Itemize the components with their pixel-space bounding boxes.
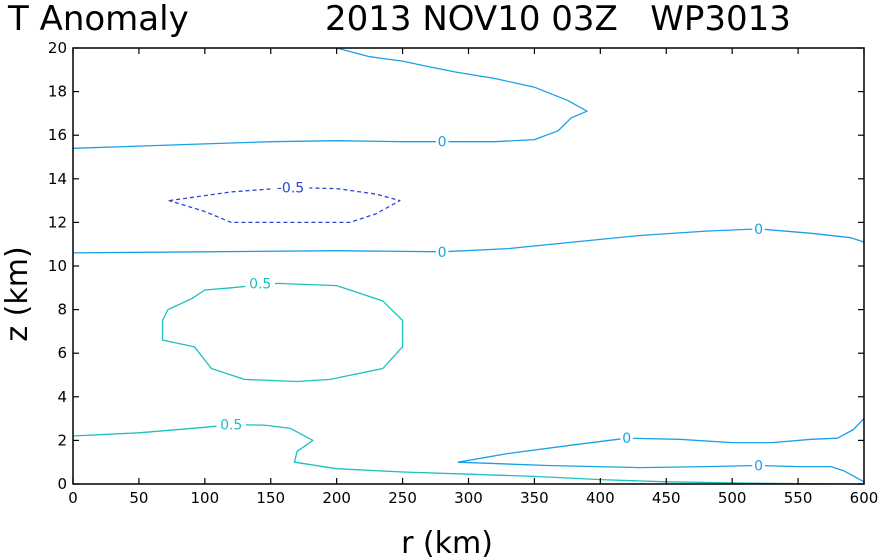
chart-title-right: 2013 NOV10 03Z WP3013 bbox=[325, 0, 791, 39]
y-tick-label: 6 bbox=[57, 344, 67, 362]
y-tick-label: 4 bbox=[57, 388, 67, 406]
pos-contour-middle bbox=[161, 282, 404, 383]
y-axis-label: z (km) bbox=[0, 246, 35, 341]
y-tick-label: 2 bbox=[57, 431, 67, 449]
x-tick-label: 450 bbox=[652, 489, 681, 507]
plot-frame bbox=[72, 47, 865, 485]
zero-contour-upper bbox=[72, 47, 588, 149]
contour-label: 0.5 bbox=[249, 276, 271, 292]
x-tick-label: 50 bbox=[129, 489, 148, 507]
contour-label-bg bbox=[752, 457, 765, 474]
contour-label: 0 bbox=[754, 458, 763, 474]
chart-title-left: T Anomaly bbox=[7, 0, 189, 39]
contour-label-bg bbox=[271, 179, 310, 196]
x-tick-label: 150 bbox=[256, 489, 285, 507]
contour-layer: 0 0 0 0 0 -0.5 0.5 0.5 bbox=[72, 47, 865, 485]
x-tick-label: 500 bbox=[718, 489, 747, 507]
contour-label-bg bbox=[435, 133, 449, 150]
x-tick-label: 550 bbox=[784, 489, 813, 507]
x-tick-label: 100 bbox=[191, 489, 220, 507]
contour-label-bg bbox=[620, 430, 633, 447]
y-tick-label: 10 bbox=[48, 257, 67, 275]
contour-label: 0 bbox=[754, 222, 763, 238]
contour-label: 0.5 bbox=[220, 418, 242, 434]
y-tick-label: 16 bbox=[48, 126, 67, 144]
zero-contour-middle bbox=[72, 228, 865, 254]
x-tick-label: 200 bbox=[322, 489, 351, 507]
x-tick-label: 350 bbox=[520, 489, 549, 507]
x-tick-label: 400 bbox=[586, 489, 615, 507]
y-tick-label: 12 bbox=[48, 213, 67, 231]
contour-label: 0 bbox=[438, 135, 447, 151]
y-tick-label: 20 bbox=[48, 39, 67, 57]
pos-contour-lower bbox=[72, 424, 865, 485]
y-tick-label: 8 bbox=[57, 301, 67, 319]
x-tick-label: 300 bbox=[454, 489, 483, 507]
contour-label: 0 bbox=[438, 245, 447, 261]
x-tick-label: 0 bbox=[68, 489, 78, 507]
contour-label-bg bbox=[216, 416, 246, 433]
contour-label: 0 bbox=[622, 431, 631, 447]
y-tick-label: 18 bbox=[48, 83, 67, 101]
x-axis-label: r (km) bbox=[401, 526, 493, 559]
y-tick-label: 0 bbox=[57, 475, 67, 493]
axes-layer: 0 50 100 150 200 250 300 350 400 450 500 550 6000246… bbox=[48, 39, 878, 507]
contour-label-bg bbox=[435, 243, 449, 260]
x-tick-label: 600 bbox=[850, 489, 879, 507]
contour-label-bg bbox=[752, 220, 765, 237]
zero-contour-lower bbox=[457, 418, 865, 483]
x-tick-label: 250 bbox=[388, 489, 417, 507]
contour-label: -0.5 bbox=[277, 181, 304, 197]
y-tick-label: 14 bbox=[48, 170, 67, 188]
contour-label-bg bbox=[245, 275, 275, 292]
